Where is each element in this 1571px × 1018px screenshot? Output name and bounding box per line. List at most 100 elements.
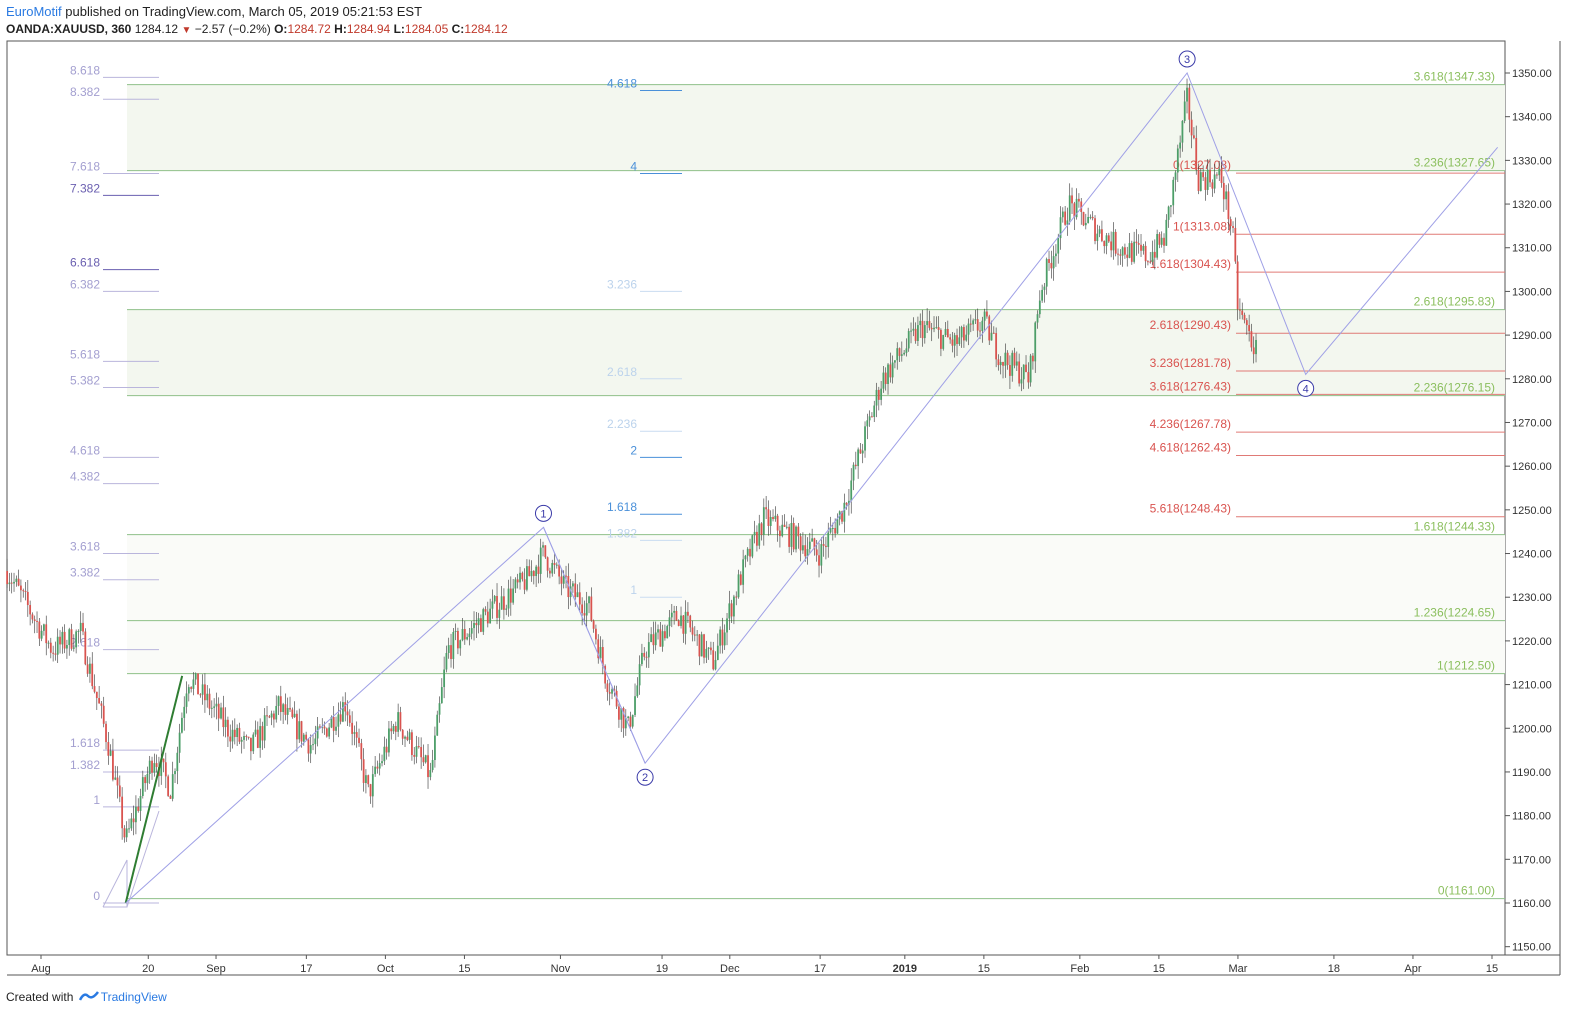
candle-body (1103, 240, 1106, 247)
candle-body (302, 734, 305, 742)
candle-body (339, 714, 342, 722)
candle-body (744, 555, 747, 560)
candle-body (1216, 174, 1218, 176)
candle-body (256, 729, 259, 748)
candle-body (252, 734, 255, 752)
candle-body (884, 372, 887, 385)
candle-body (1034, 322, 1037, 362)
candle-body (1163, 237, 1165, 246)
candle-body (1211, 182, 1214, 189)
candle-body (781, 524, 784, 537)
candle-body (682, 615, 685, 634)
candle-body (737, 574, 740, 598)
candle-body (54, 653, 57, 655)
candle-body (171, 774, 174, 799)
candle-body (555, 564, 558, 566)
candle-body (1218, 168, 1221, 176)
candle-body (360, 743, 363, 760)
candle-body (1179, 142, 1182, 149)
candle-body (440, 687, 443, 704)
fib-zone-2 (127, 84, 1505, 171)
candle-body (463, 628, 466, 640)
candle-body (1142, 245, 1145, 251)
candle-body (746, 548, 749, 556)
candle-body (114, 777, 117, 780)
candle-body (898, 348, 901, 356)
candle-body (457, 630, 459, 649)
candle-body (325, 728, 328, 737)
candle-body (151, 760, 153, 773)
candle-body (530, 570, 533, 577)
candle-body (684, 611, 687, 634)
candle-body (634, 696, 636, 715)
candle-body (562, 575, 565, 584)
candle-body (75, 631, 78, 648)
candle-body (638, 664, 641, 686)
fib-violet-label-3: 1.618 (70, 736, 100, 750)
impulse-line (124, 675, 184, 904)
fib-green-label-6: 3.236(1327.65) (1414, 156, 1495, 170)
candle-body (452, 632, 455, 660)
candle-body (606, 683, 609, 693)
candle-body (109, 750, 112, 756)
candle-body (194, 673, 197, 680)
high-label: H: (334, 22, 347, 36)
candle-body (31, 614, 34, 620)
candle-body (401, 729, 404, 739)
fib-green-label-2: 1.236(1224.65) (1414, 606, 1495, 620)
candle-body (132, 818, 135, 823)
candle-body (588, 596, 590, 604)
candle-body (537, 566, 540, 574)
candle-body (121, 796, 124, 829)
candle-body (176, 752, 179, 772)
candle-body (116, 777, 119, 786)
candle-body (581, 604, 584, 614)
candle-body (691, 627, 694, 635)
candle-body (1144, 245, 1147, 262)
candle-body (52, 652, 55, 654)
candle-body (305, 734, 308, 740)
candle-body (703, 634, 705, 658)
candle-body (431, 760, 434, 771)
candle-body (1075, 198, 1078, 218)
author-link[interactable]: EuroMotif (6, 4, 62, 19)
high-value: 1284.94 (346, 22, 391, 36)
fib-blue-label-1: 1.382 (607, 526, 637, 540)
candle-body (689, 615, 692, 628)
candle-body (93, 686, 96, 692)
candle-body (445, 653, 448, 670)
candle-body (45, 624, 48, 644)
candle-body (1220, 168, 1223, 183)
candle-body (726, 618, 728, 633)
candle-body (86, 664, 89, 674)
candle-body (1089, 216, 1092, 218)
tradingview-brand[interactable]: TradingView (100, 990, 167, 1004)
y-tick-label-20: 1150.00 (1512, 942, 1551, 954)
wave-label-1: 1 (540, 508, 546, 520)
candle-body (919, 320, 922, 326)
candle-body (942, 334, 945, 349)
candle-body (854, 464, 857, 467)
candle-body (220, 707, 222, 719)
fib-violet-label-6: 3.618 (70, 540, 100, 554)
candle-body (719, 629, 722, 646)
candle-body (105, 723, 107, 743)
symbol-line: OANDA:XAUUSD, 360 1284.12 ▼ −2.57 (−0.2%… (6, 21, 508, 39)
candle-body (353, 732, 356, 734)
candle-body (1172, 179, 1175, 206)
candle-body (1225, 191, 1228, 200)
candle-body (1112, 231, 1115, 251)
candle-body (608, 692, 611, 694)
candle-body (836, 519, 839, 534)
candle-body (785, 526, 788, 528)
candle-body (979, 330, 981, 332)
candle-body (1165, 219, 1168, 246)
candle-body (201, 684, 204, 695)
fib-blue-label-6: 3.236 (607, 277, 637, 291)
candle-body (61, 631, 64, 645)
candle-body (1071, 195, 1073, 204)
candle-body (279, 696, 282, 712)
wave-label-3: 3 (1184, 54, 1190, 66)
y-tick-label-7: 1280.00 (1512, 374, 1552, 386)
